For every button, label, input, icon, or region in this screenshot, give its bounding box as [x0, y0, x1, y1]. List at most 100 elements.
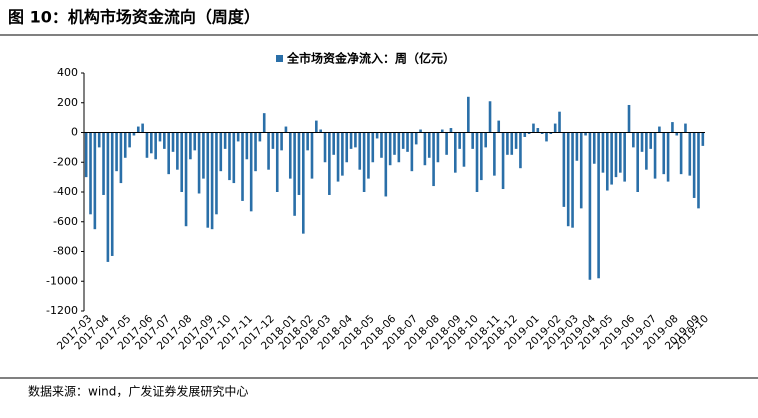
- bar: [610, 132, 613, 185]
- bar: [475, 132, 479, 192]
- bar: [119, 132, 123, 184]
- bar: [367, 132, 370, 179]
- bar: [150, 132, 153, 154]
- bar: [692, 132, 696, 198]
- bar: [180, 132, 184, 192]
- bar: [358, 132, 362, 170]
- bar: [206, 132, 210, 228]
- bar: [158, 132, 162, 142]
- bar: [315, 120, 318, 133]
- bar: [562, 132, 566, 207]
- bar: [453, 132, 457, 173]
- bar: [184, 132, 188, 227]
- legend-label: 全市场资金净流入：周（亿元）: [286, 51, 455, 66]
- bar: [154, 132, 157, 160]
- bar: [249, 132, 253, 212]
- bar: [536, 128, 540, 133]
- bar: [427, 132, 431, 158]
- bar: [436, 132, 440, 163]
- y-tick-label: -600: [53, 215, 78, 228]
- bar: [128, 132, 131, 148]
- bar: [102, 132, 105, 195]
- y-tick-label: -1000: [46, 274, 78, 287]
- bar: [440, 129, 444, 133]
- bar: [232, 132, 236, 184]
- bar: [432, 132, 435, 187]
- bar: [493, 132, 496, 176]
- bar: [163, 132, 166, 149]
- bar: [354, 132, 357, 148]
- bar: [532, 123, 535, 133]
- bar: [262, 113, 266, 133]
- bar: [632, 132, 635, 148]
- bar: [89, 132, 92, 215]
- bar: [423, 132, 427, 166]
- bar: [136, 126, 140, 133]
- source: 数据来源：wind，广发证券发展研究中心: [28, 384, 248, 399]
- bar: [467, 96, 470, 133]
- bar: [566, 132, 570, 227]
- bar: [579, 132, 583, 209]
- y-tick-label: 0: [71, 126, 78, 139]
- chart-title: 图 10：机构市场资金流向（周度）: [8, 8, 260, 27]
- bar: [275, 132, 279, 192]
- bar: [614, 132, 618, 178]
- bar: [84, 132, 88, 178]
- bar: [658, 126, 661, 133]
- bar: [306, 132, 309, 151]
- bar: [349, 132, 353, 149]
- bar: [510, 132, 514, 155]
- bar: [141, 123, 144, 133]
- bar: [302, 132, 305, 234]
- bar: [210, 132, 214, 230]
- bar: [488, 101, 492, 133]
- bar: [280, 132, 283, 151]
- bar: [388, 132, 392, 166]
- bar: [193, 132, 197, 151]
- bar: [558, 111, 561, 133]
- bar: [401, 132, 405, 149]
- bar: [645, 132, 648, 170]
- bar: [267, 132, 270, 170]
- legend-swatch: [276, 55, 283, 62]
- bar: [410, 132, 414, 172]
- bar: [445, 132, 448, 155]
- bar: [384, 132, 388, 197]
- y-tick-label: 200: [57, 96, 78, 109]
- bar: [484, 132, 487, 148]
- bar: [519, 132, 522, 169]
- bar: [671, 122, 674, 133]
- bar: [323, 132, 327, 163]
- bar: [310, 132, 314, 179]
- bar: [688, 132, 692, 176]
- bar: [288, 132, 292, 179]
- bar: [419, 129, 422, 133]
- bar: [679, 132, 683, 175]
- bar: [575, 132, 579, 161]
- bar: [189, 132, 192, 160]
- bar: [293, 132, 296, 216]
- bar: [553, 123, 557, 133]
- bar: [345, 132, 349, 163]
- bar: [336, 132, 340, 182]
- bar: [675, 132, 679, 136]
- bar: [97, 132, 101, 148]
- bar: [540, 132, 544, 134]
- y-tick-label: -800: [53, 245, 78, 258]
- bar: [236, 132, 240, 142]
- bar: [393, 132, 396, 155]
- y-tick-label: -1200: [46, 304, 78, 317]
- bar: [219, 132, 223, 172]
- bar: [380, 132, 383, 158]
- bar: [697, 132, 700, 209]
- bar: [501, 132, 505, 190]
- bar: [254, 132, 257, 172]
- bar: [701, 132, 705, 146]
- bar: [319, 129, 322, 133]
- bar: [640, 132, 644, 152]
- y-tick-label: -200: [53, 155, 78, 168]
- bar: [371, 132, 375, 163]
- bar: [245, 132, 249, 160]
- bar: [93, 132, 97, 230]
